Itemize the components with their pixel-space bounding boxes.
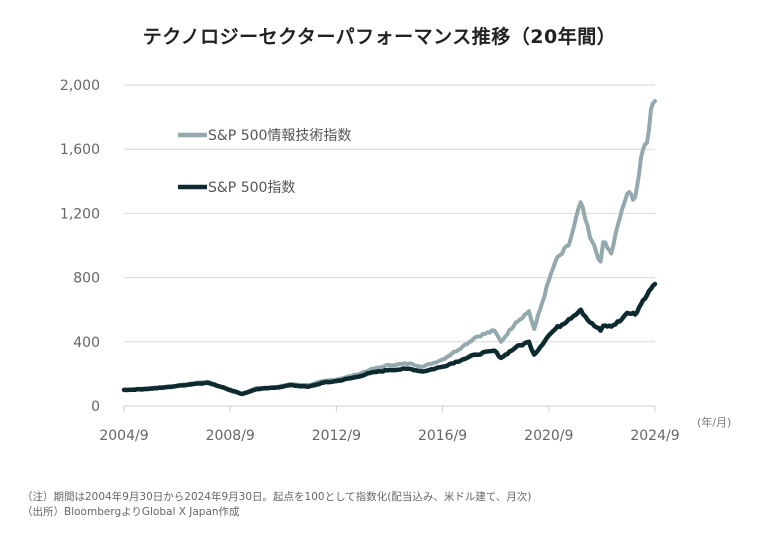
y-axis: 0 400 800 1,200 1,600 2,000 bbox=[60, 78, 100, 415]
note-text: （注）期間は2004年9月30日から2024年9月30日。起点を100として指数… bbox=[22, 491, 532, 503]
gridlines bbox=[124, 84, 655, 343]
legend-label: S&P 500指数 bbox=[208, 180, 295, 196]
series-lines bbox=[121, 99, 658, 397]
series-line-sp500 bbox=[121, 281, 658, 397]
y-tick-label: 1,600 bbox=[60, 142, 100, 158]
y-tick-label: 0 bbox=[91, 399, 100, 415]
x-tick-label: 2024/9 bbox=[630, 428, 679, 444]
x-tick-label: 2020/9 bbox=[524, 428, 573, 444]
y-tick-label: 400 bbox=[73, 335, 100, 351]
x-tick-label: 2004/9 bbox=[99, 428, 148, 444]
legend-item: S&P 500指数 bbox=[178, 180, 295, 196]
x-tick-label: 2008/9 bbox=[206, 428, 255, 444]
legend-item: S&P 500情報技術指数 bbox=[178, 128, 351, 144]
y-tick-label: 2,000 bbox=[60, 78, 100, 94]
footnotes: （注）期間は2004年9月30日から2024年9月30日。起点を100として指数… bbox=[22, 490, 531, 520]
x-axis: 2004/9 2008/9 2012/9 2016/9 2020/9 2024/9 bbox=[99, 405, 680, 444]
legend-label: S&P 500情報技術指数 bbox=[208, 128, 351, 144]
x-axis-unit-label: (年/月) bbox=[697, 415, 731, 429]
x-tick-label: 2016/9 bbox=[418, 428, 467, 444]
series-line-sp500-it bbox=[122, 99, 657, 396]
legend: S&P 500情報技術指数 S&P 500指数 bbox=[178, 128, 351, 196]
source-text: （出所）BloombergよりGlobal X Japan作成 bbox=[22, 506, 240, 518]
y-tick-label: 1,200 bbox=[60, 206, 100, 222]
y-tick-label: 800 bbox=[73, 271, 100, 287]
chart-title: テクノロジーセクターパフォーマンス推移（20年間） bbox=[142, 26, 617, 48]
x-tick-label: 2012/9 bbox=[312, 428, 361, 444]
